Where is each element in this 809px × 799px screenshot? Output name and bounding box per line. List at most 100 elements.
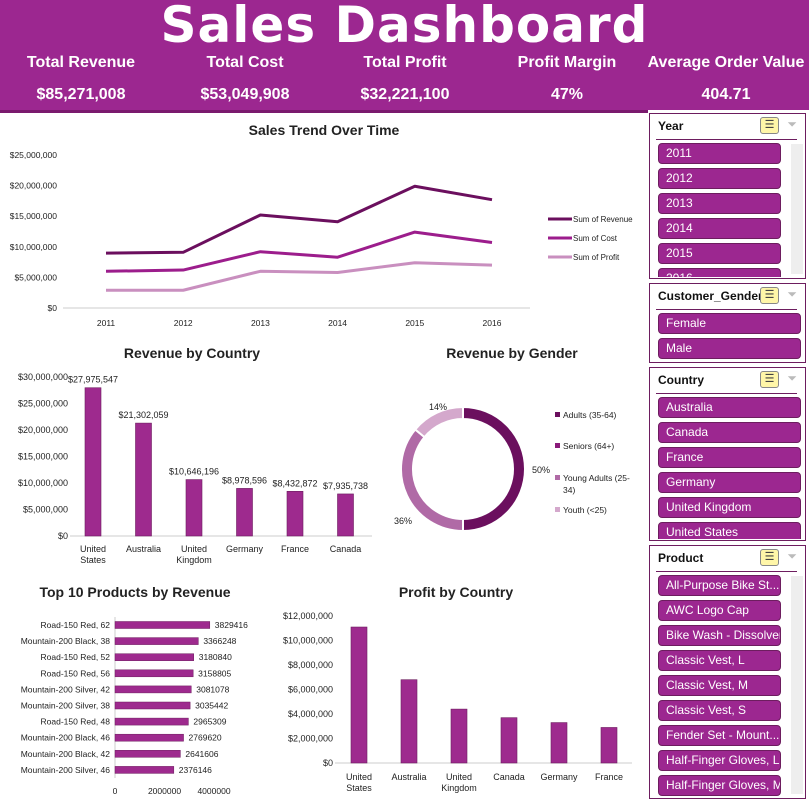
x-tick-label: 2015 — [405, 318, 424, 328]
slicer-items: All-Purpose Bike St... AWC Logo Cap Bike W… — [658, 575, 781, 797]
slicer-item[interactable]: 2015 — [658, 243, 781, 264]
clear-filter-icon[interactable]: ⏷ — [787, 117, 797, 131]
y-tick-label: $30,000,000 — [18, 372, 68, 382]
data-label: 2769620 — [189, 733, 222, 743]
y-tick-label: $0 — [58, 531, 68, 541]
y-tick-label: $15,000,000 — [10, 211, 58, 221]
x-tick-label: United States — [80, 544, 106, 565]
multi-select-icon[interactable]: ☰ — [760, 117, 779, 134]
bar — [286, 491, 304, 537]
slicer-year: Year ☰ ⏷ 2011 2012 2013 2014 2015 2016 — [649, 113, 806, 279]
bar — [600, 727, 618, 764]
multi-select-icon[interactable]: ☰ — [760, 287, 779, 304]
slicer-item[interactable]: 2013 — [658, 193, 781, 214]
slicer-item[interactable]: Germany — [658, 472, 801, 493]
y-tick-label: $10,000,000 — [283, 636, 333, 646]
data-label: $8,978,596 — [222, 475, 267, 485]
slicer-header: Product ☰ ⏷ — [656, 546, 797, 572]
kpi-value: $85,271,008 — [36, 86, 126, 103]
slicer-items: 2011 2012 2013 2014 2015 2016 — [658, 143, 781, 277]
x-tick-label: 0 — [113, 786, 118, 796]
page-title: Sales Dashboard — [160, 0, 649, 54]
kpi-value: $53,049,908 — [200, 86, 290, 103]
slicer-item[interactable]: Male — [658, 338, 801, 359]
y-tick-label: $4,000,000 — [288, 709, 333, 719]
clear-filter-icon[interactable]: ⏷ — [787, 549, 797, 563]
bar — [550, 722, 568, 764]
slicer-item[interactable]: 2014 — [658, 218, 781, 239]
slicer-item[interactable]: AWC Logo Cap — [658, 600, 781, 621]
slicer-item[interactable]: Classic Vest, M — [658, 675, 781, 696]
slicer-item[interactable]: 2016 — [658, 268, 781, 277]
data-label: 3366248 — [203, 636, 236, 646]
x-tick-label: Australia — [391, 772, 426, 782]
slicer-item[interactable]: Classic Vest, S — [658, 700, 781, 721]
kpi-label: Average Order Value — [647, 54, 805, 71]
chart-title: Revenue by Gender — [446, 345, 578, 361]
kpi-total-revenue: Total Revenue $85,271,008 — [0, 54, 162, 104]
kpi-label: Total Profit — [363, 54, 447, 71]
slicer-product: Product ☰ ⏷ All-Purpose Bike St... AWC Logo … — [649, 545, 806, 799]
data-label: 36% — [394, 516, 412, 526]
bar — [114, 733, 184, 742]
y-tick-label: Mountain-200 Silver, 42 — [21, 684, 111, 694]
slicer-header: Customer_Gender ☰ ⏷ — [656, 284, 797, 310]
slicer-items: Australia Canada France Germany United Kingd… — [658, 397, 801, 539]
data-label: $27,975,547 — [68, 375, 118, 385]
data-label: 2641606 — [185, 749, 218, 759]
slicer-item[interactable]: All-Purpose Bike St... — [658, 575, 781, 596]
clear-filter-icon[interactable]: ⏷ — [787, 371, 797, 385]
y-tick-label: $0 — [48, 303, 58, 313]
slicer-item[interactable]: Fender Set - Mount... — [658, 725, 781, 746]
slicer-item[interactable]: Female — [658, 313, 801, 334]
slicer-item[interactable]: United Kingdom — [658, 497, 801, 518]
slicer-item[interactable]: Half-Finger Gloves, M — [658, 775, 781, 796]
slicer-header: Year ☰ ⏷ — [656, 114, 797, 140]
scrollbar[interactable] — [791, 144, 803, 274]
x-tick-label: 2012 — [174, 318, 193, 328]
legend-label: Sum of Revenue — [573, 215, 633, 224]
y-tick-label: $20,000,000 — [18, 425, 68, 435]
y-tick-label: $25,000,000 — [18, 399, 68, 409]
y-tick-label: $5,000,000 — [14, 272, 57, 282]
slicer-title: Country — [658, 373, 704, 387]
clear-filter-icon[interactable]: ⏷ — [787, 287, 797, 301]
bar — [114, 653, 194, 661]
data-label: 3081078 — [196, 684, 229, 694]
slicer-item[interactable]: Bike Wash - Dissolver — [658, 625, 781, 646]
slicer-item[interactable]: Classic Vest, L — [658, 650, 781, 671]
x-tick-label: Germany — [226, 544, 264, 554]
y-tick-label: $25,000,000 — [10, 150, 58, 160]
dashboard-header: Sales Dashboard Total Revenue $85,271,008… — [0, 0, 809, 110]
bar — [350, 626, 368, 764]
bar — [114, 621, 211, 629]
data-label: 50% — [532, 465, 550, 475]
slicer-item[interactable]: Canada — [658, 422, 801, 443]
line-series-0 — [105, 184, 493, 255]
kpi-value: $32,221,100 — [360, 86, 450, 103]
y-tick-label: Road-150 Red, 48 — [41, 717, 111, 727]
legend-label: Young Adults (25-34) — [563, 473, 630, 495]
slicer-title: Product — [658, 551, 704, 565]
y-tick-label: Mountain-200 Black, 42 — [21, 749, 111, 759]
bar — [84, 387, 102, 537]
x-tick-label: 4000000 — [197, 786, 230, 796]
multi-select-icon[interactable]: ☰ — [760, 371, 779, 388]
bar — [114, 701, 191, 710]
slicer-customer-gender: Customer_Gender ☰ ⏷ Female Male — [649, 283, 806, 363]
y-tick-label: Road-150 Red, 56 — [41, 668, 111, 678]
bar — [114, 766, 175, 774]
y-tick-label: $10,000,000 — [10, 242, 58, 252]
x-tick-label: 2016 — [483, 318, 502, 328]
slicer-item[interactable]: Australia — [658, 397, 801, 418]
legend-label: Sum of Profit — [573, 253, 620, 262]
scrollbar[interactable] — [791, 576, 803, 794]
slicer-item[interactable]: Half-Finger Gloves, L — [658, 750, 781, 771]
y-tick-label: $6,000,000 — [288, 685, 333, 695]
multi-select-icon[interactable]: ☰ — [760, 549, 779, 566]
slicer-item[interactable]: United States — [658, 522, 801, 539]
slicer-item[interactable]: 2012 — [658, 168, 781, 189]
kpi-average-order-value: Average Order Value 404.71 — [645, 54, 807, 104]
slicer-item[interactable]: 2011 — [658, 143, 781, 164]
slicer-item[interactable]: France — [658, 447, 801, 468]
